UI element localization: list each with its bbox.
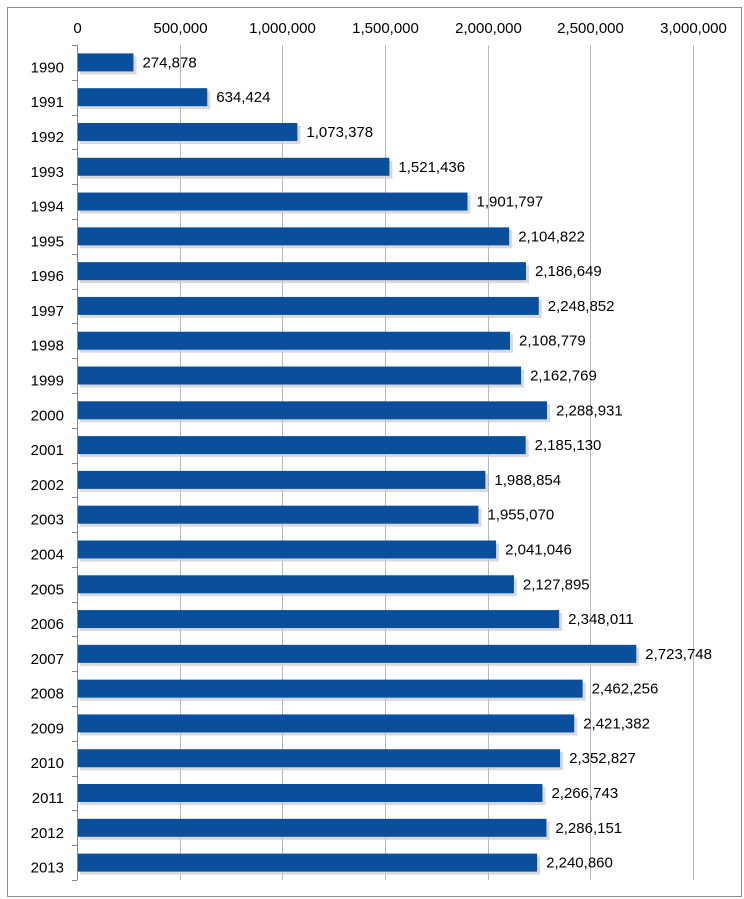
x-tick-label: 2,000,000 — [455, 20, 522, 37]
bar — [78, 540, 497, 559]
bar — [78, 853, 538, 872]
data-label: 2,104,822 — [518, 228, 585, 245]
bar — [78, 679, 583, 698]
category-label: 1994 — [31, 199, 64, 216]
data-label: 1,901,797 — [477, 194, 544, 211]
bar — [78, 784, 543, 803]
bar — [78, 470, 486, 489]
category-label: 2005 — [31, 581, 64, 598]
category-label: 1997 — [31, 303, 64, 320]
bar — [78, 644, 637, 663]
data-label: 2,266,743 — [551, 785, 618, 802]
bar — [78, 157, 390, 176]
x-tick-label: 1,000,000 — [249, 20, 316, 37]
bar — [78, 122, 298, 141]
bar — [78, 331, 511, 350]
x-tick-label: 500,000 — [153, 20, 207, 37]
bar — [78, 227, 510, 246]
bar — [78, 505, 479, 524]
bar — [78, 53, 134, 72]
data-label: 2,108,779 — [519, 333, 586, 350]
category-label: 2010 — [31, 755, 64, 772]
data-label: 1,955,070 — [487, 507, 554, 524]
category-label: 2013 — [31, 860, 64, 877]
category-label: 1992 — [31, 129, 64, 146]
data-label: 2,127,895 — [523, 576, 590, 593]
bar — [78, 714, 575, 733]
category-label: 1990 — [31, 59, 64, 76]
category-label: 1993 — [31, 164, 64, 181]
data-label: 2,288,931 — [556, 402, 623, 419]
x-tick-label: 2,500,000 — [557, 20, 624, 37]
data-label: 274,878 — [142, 54, 196, 71]
x-tick-label: 0 — [73, 20, 81, 37]
data-label: 2,185,130 — [535, 437, 602, 454]
category-label: 2009 — [31, 720, 64, 737]
bar — [78, 262, 526, 281]
category-label: 1995 — [31, 233, 64, 250]
category-label: 1999 — [31, 373, 64, 390]
category-label: 2002 — [31, 477, 64, 494]
category-label: 2000 — [31, 407, 64, 424]
bar — [78, 366, 522, 385]
bar — [78, 192, 468, 211]
data-label: 2,248,852 — [548, 298, 615, 315]
x-tick-label: 3,000,000 — [660, 20, 727, 37]
bar — [78, 88, 208, 107]
data-label: 2,240,860 — [546, 855, 613, 872]
category-label: 1998 — [31, 338, 64, 355]
bar — [78, 296, 539, 315]
data-label: 2,723,748 — [645, 646, 712, 663]
data-label: 634,424 — [216, 89, 270, 106]
data-label: 2,162,769 — [530, 368, 597, 385]
data-label: 2,462,256 — [592, 681, 659, 698]
category-label: 2003 — [31, 512, 64, 529]
category-label: 2001 — [31, 442, 64, 459]
category-label: 2008 — [31, 686, 64, 703]
data-label: 2,352,827 — [569, 750, 636, 767]
bar — [78, 436, 526, 455]
category-label: 2006 — [31, 616, 64, 633]
data-label: 1,988,854 — [494, 472, 561, 489]
bar — [78, 818, 547, 837]
data-label: 2,348,011 — [568, 611, 634, 628]
x-tick-label: 1,500,000 — [352, 20, 419, 37]
data-label: 2,041,046 — [505, 541, 572, 558]
data-label: 2,286,151 — [555, 820, 622, 837]
data-label: 2,186,649 — [535, 263, 602, 280]
data-label: 1,073,378 — [306, 124, 373, 141]
category-label: 2012 — [31, 825, 64, 842]
category-label: 2007 — [31, 651, 64, 668]
category-label: 1996 — [31, 268, 64, 285]
category-label: 1991 — [31, 94, 64, 111]
bar — [78, 575, 514, 594]
category-label: 2004 — [31, 546, 64, 563]
bar — [78, 749, 561, 768]
data-label: 1,521,436 — [398, 159, 465, 176]
category-label: 2011 — [32, 790, 64, 807]
bar — [78, 610, 560, 629]
data-label: 2,421,382 — [583, 715, 650, 732]
bar — [78, 401, 547, 420]
